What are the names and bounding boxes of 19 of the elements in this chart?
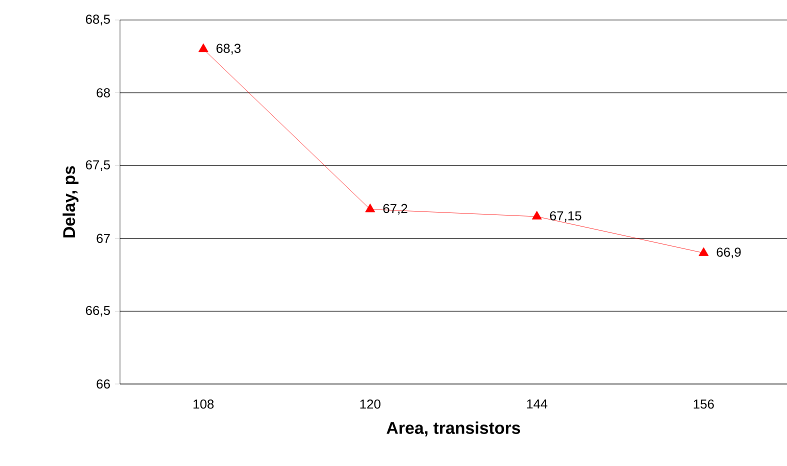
point xyxy=(698,247,709,256)
data-label: 68,3 xyxy=(216,44,241,54)
data-label: 66,9 xyxy=(716,248,741,258)
data-label: 67,15 xyxy=(550,211,582,222)
y-tick-label: 68 xyxy=(96,88,110,98)
point xyxy=(365,204,376,212)
y-tick-label: 67,5 xyxy=(86,160,110,171)
point xyxy=(532,210,542,220)
x-tick-label: 120 xyxy=(360,400,380,409)
x-tick-label: 156 xyxy=(694,400,714,409)
y-tick-label: 66 xyxy=(96,379,110,389)
x-tick-label: 108 xyxy=(194,400,214,409)
x-axis-title: Area, transistors xyxy=(386,422,520,436)
y-tick-label: 66,5 xyxy=(86,306,110,317)
x-tick-label: 144 xyxy=(527,400,548,408)
y-tick-label: 68,5 xyxy=(86,14,110,26)
point xyxy=(198,43,208,52)
y-tick-label: 67 xyxy=(96,234,110,243)
y-axis-title: Delay, ps xyxy=(62,166,78,238)
